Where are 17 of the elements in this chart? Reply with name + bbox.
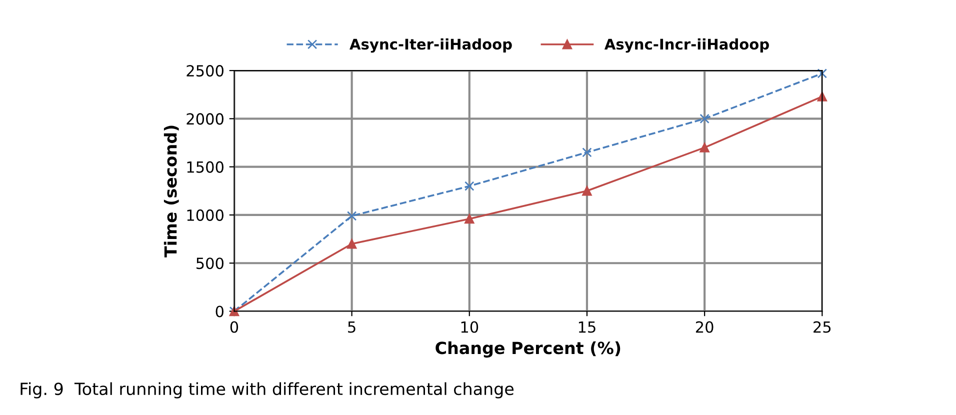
x-tick-label: 0 [230,321,238,333]
x-tick-label: 25 [814,321,831,333]
x-tick-label: 10 [461,321,478,333]
x-tick-label: 15 [578,321,596,333]
y-axis-title: Time (second) [164,126,179,258]
caption: Fig. 9 Total running time with different incremental change [20,382,514,398]
y-tick-label: 0 [216,306,224,318]
y-tick-label: 1000 [187,209,224,221]
y-tick-label: 2000 [186,113,224,125]
legend-label: Async-Iter-iiHadoop [350,38,512,53]
legend-label: Async-Incr-iiHadoop [604,38,769,53]
y-tick-label: 500 [196,258,224,270]
x-tick-label: 5 [348,321,356,333]
y-tick-label: 2500 [186,65,224,77]
y-tick-label: 1500 [187,161,224,173]
x-tick-label: 20 [696,321,714,333]
x-axis-title: Change Percent (%) [436,341,620,358]
